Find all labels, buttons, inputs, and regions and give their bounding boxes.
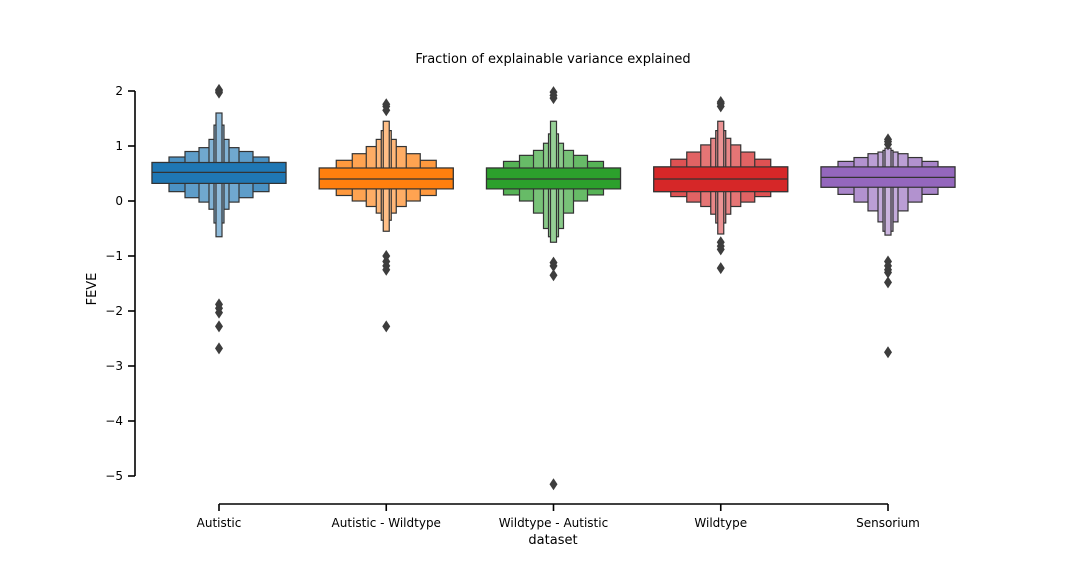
x-tick-label: Wildtype [694,516,747,530]
x-axis: Autistic Autistic - Wildtype Wildtype - Au… [197,503,920,530]
boxen-box [884,147,892,236]
x-tick-label: Wildtype - Autistic [499,516,608,530]
outlier-point [549,259,558,272]
boxen-series [318,98,454,333]
outlier-point [884,266,892,279]
outlier-point [215,320,223,333]
y-axis: 2 1 0 −1 −2 −3 −4 −5 [105,84,136,483]
outlier-point [884,138,892,151]
outlier-point [382,263,391,276]
y-tick-label: −2 [105,304,123,318]
y-tick-label: 0 [115,194,123,208]
outlier-point [215,342,223,355]
x-axis-label: dataset [528,533,577,548]
outlier-point [549,92,558,105]
x-tick-label: Sensorium [856,516,920,530]
boxen-series [820,133,956,359]
y-tick-label: 1 [115,139,123,153]
outlier-point [716,262,725,275]
x-tick-label: Autistic - Wildtype [332,516,441,530]
outlier-point [549,478,558,491]
chart-title: Fraction of explainable variance explain… [415,52,690,67]
outlier-point [716,100,725,113]
outlier-point [884,346,892,359]
outlier-point [382,104,391,117]
outlier-point [215,306,223,319]
y-tick-label: −1 [105,249,123,263]
y-tick-label: −5 [105,469,123,483]
boxen-series [485,86,622,491]
y-tick-label: −4 [105,414,123,428]
y-tick-label: 2 [115,84,123,98]
plot-area [151,83,956,491]
outlier-point [884,276,892,289]
y-tick-label: −3 [105,359,123,373]
x-tick-label: Autistic [197,516,242,530]
boxen-series [653,96,789,275]
y-axis-label: FEVE [85,273,100,306]
outlier-point [549,269,558,282]
outlier-point [382,320,391,333]
outlier-point [716,243,725,256]
outlier-point [215,86,223,99]
boxen-series [151,83,287,355]
